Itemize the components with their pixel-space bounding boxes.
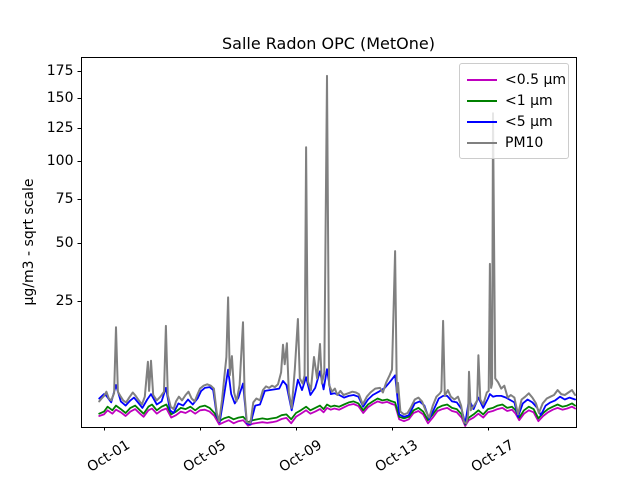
legend-item: <0.5 µm	[467, 69, 566, 90]
legend-item: PM10	[467, 132, 560, 153]
series-line	[98, 74, 577, 425]
legend-item: <5 µm	[467, 111, 560, 132]
y-tick-label: 100	[46, 153, 74, 169]
legend-label: <0.5 µm	[505, 71, 566, 88]
legend-label: <5 µm	[505, 113, 553, 130]
y-tick-label: 50	[55, 235, 74, 251]
legend-line-sample	[467, 99, 497, 102]
y-tick-label: 125	[46, 119, 74, 136]
legend-line-sample	[467, 141, 497, 144]
series-line	[98, 368, 576, 426]
y-tick-label: 175	[46, 62, 74, 79]
y-tick-label: 75	[55, 190, 74, 207]
legend: <0.5 µm <1 µm <5 µm PM10	[459, 63, 569, 159]
legend-label: <1 µm	[505, 92, 553, 109]
legend-line-sample	[467, 78, 497, 81]
y-tick-label: 150	[46, 90, 74, 107]
legend-item: <1 µm	[467, 90, 560, 111]
data-series-lines	[98, 74, 577, 427]
series-line	[98, 397, 576, 426]
chart-title: Salle Radon OPC (MetOne)	[221, 34, 435, 53]
legend-label: PM10	[505, 134, 544, 151]
legend-line-sample	[467, 120, 497, 123]
axes-spines	[77, 57, 577, 431]
y-tick-label: 25	[55, 293, 74, 309]
series-line	[98, 400, 576, 427]
